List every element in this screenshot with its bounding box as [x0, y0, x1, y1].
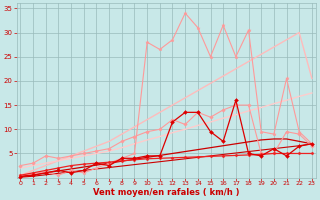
X-axis label: Vent moyen/en rafales ( km/h ): Vent moyen/en rafales ( km/h ) — [93, 188, 239, 197]
